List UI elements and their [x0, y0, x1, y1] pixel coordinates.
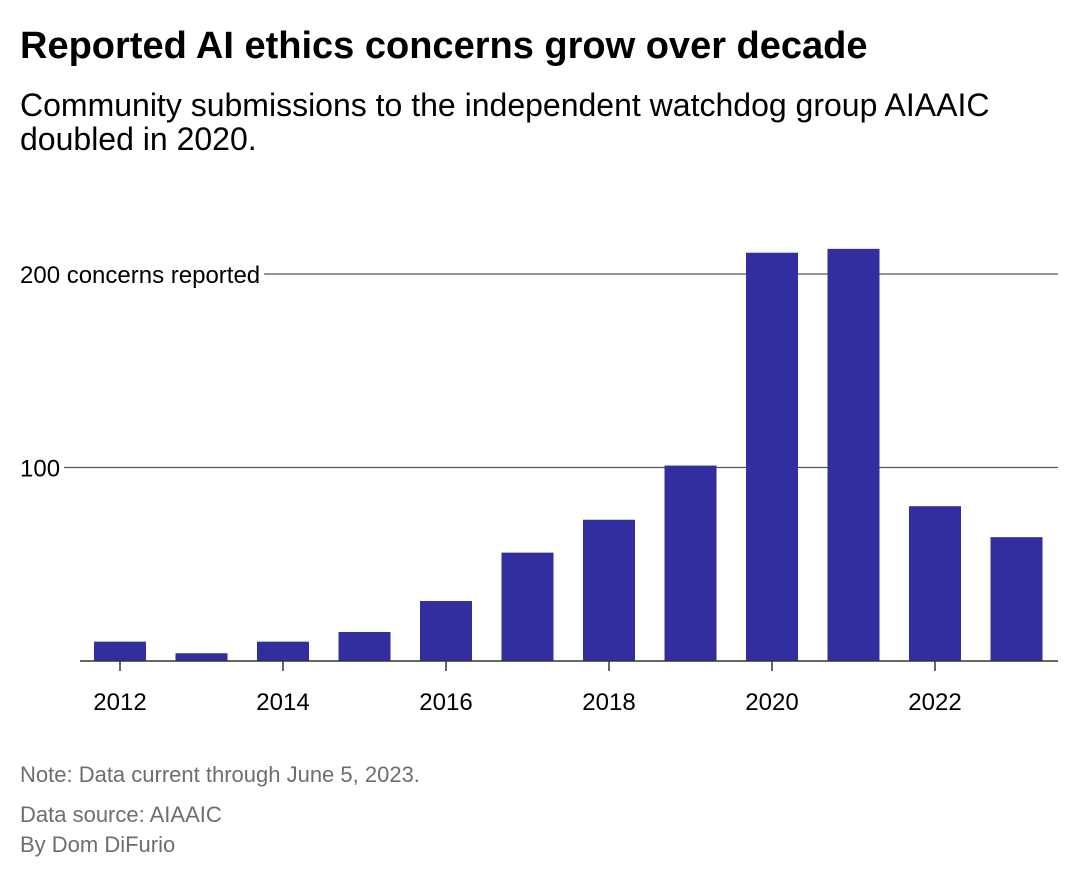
bar-2012 [94, 641, 146, 661]
footer-note: Note: Data current through June 5, 2023. [20, 762, 420, 787]
chart-subtitle: Community submissions to the independent… [20, 87, 990, 157]
footer-source: Data source: AIAAIC [20, 802, 222, 827]
bar-2023 [990, 537, 1043, 661]
x-tick-label: 2012 [93, 689, 146, 716]
bar-2015 [338, 631, 391, 661]
bar-2017 [501, 552, 554, 661]
bar-2013 [175, 653, 228, 661]
bar-2021 [827, 248, 880, 661]
x-axis [80, 660, 1058, 671]
bar-2022 [909, 506, 961, 661]
bar-2019 [664, 465, 717, 661]
bar-2020 [746, 252, 798, 661]
chart-title: Reported AI ethics concerns grow over de… [20, 25, 868, 67]
x-tick-label: 2014 [256, 689, 309, 716]
tick-labels: 100 200 concerns reported 2012 2014 2016 2018… [20, 262, 962, 716]
bar-2016 [420, 601, 472, 661]
x-tick-label: 2022 [908, 689, 961, 716]
x-tick-label: 2018 [582, 689, 635, 716]
bars [94, 248, 1043, 661]
y-tick-label: 100 [20, 456, 60, 483]
x-tick-label: 2020 [745, 689, 798, 716]
footer-byline: By Dom DiFurio [20, 832, 176, 857]
bar-2014 [257, 641, 309, 661]
x-tick-label: 2016 [419, 689, 472, 716]
gridlines [64, 273, 1058, 469]
bar-chart: 100 200 concerns reported 2012 2014 2016 2018… [20, 248, 1058, 716]
bar-2018 [583, 519, 635, 661]
y-tick-label: 200 concerns reported [20, 262, 260, 289]
